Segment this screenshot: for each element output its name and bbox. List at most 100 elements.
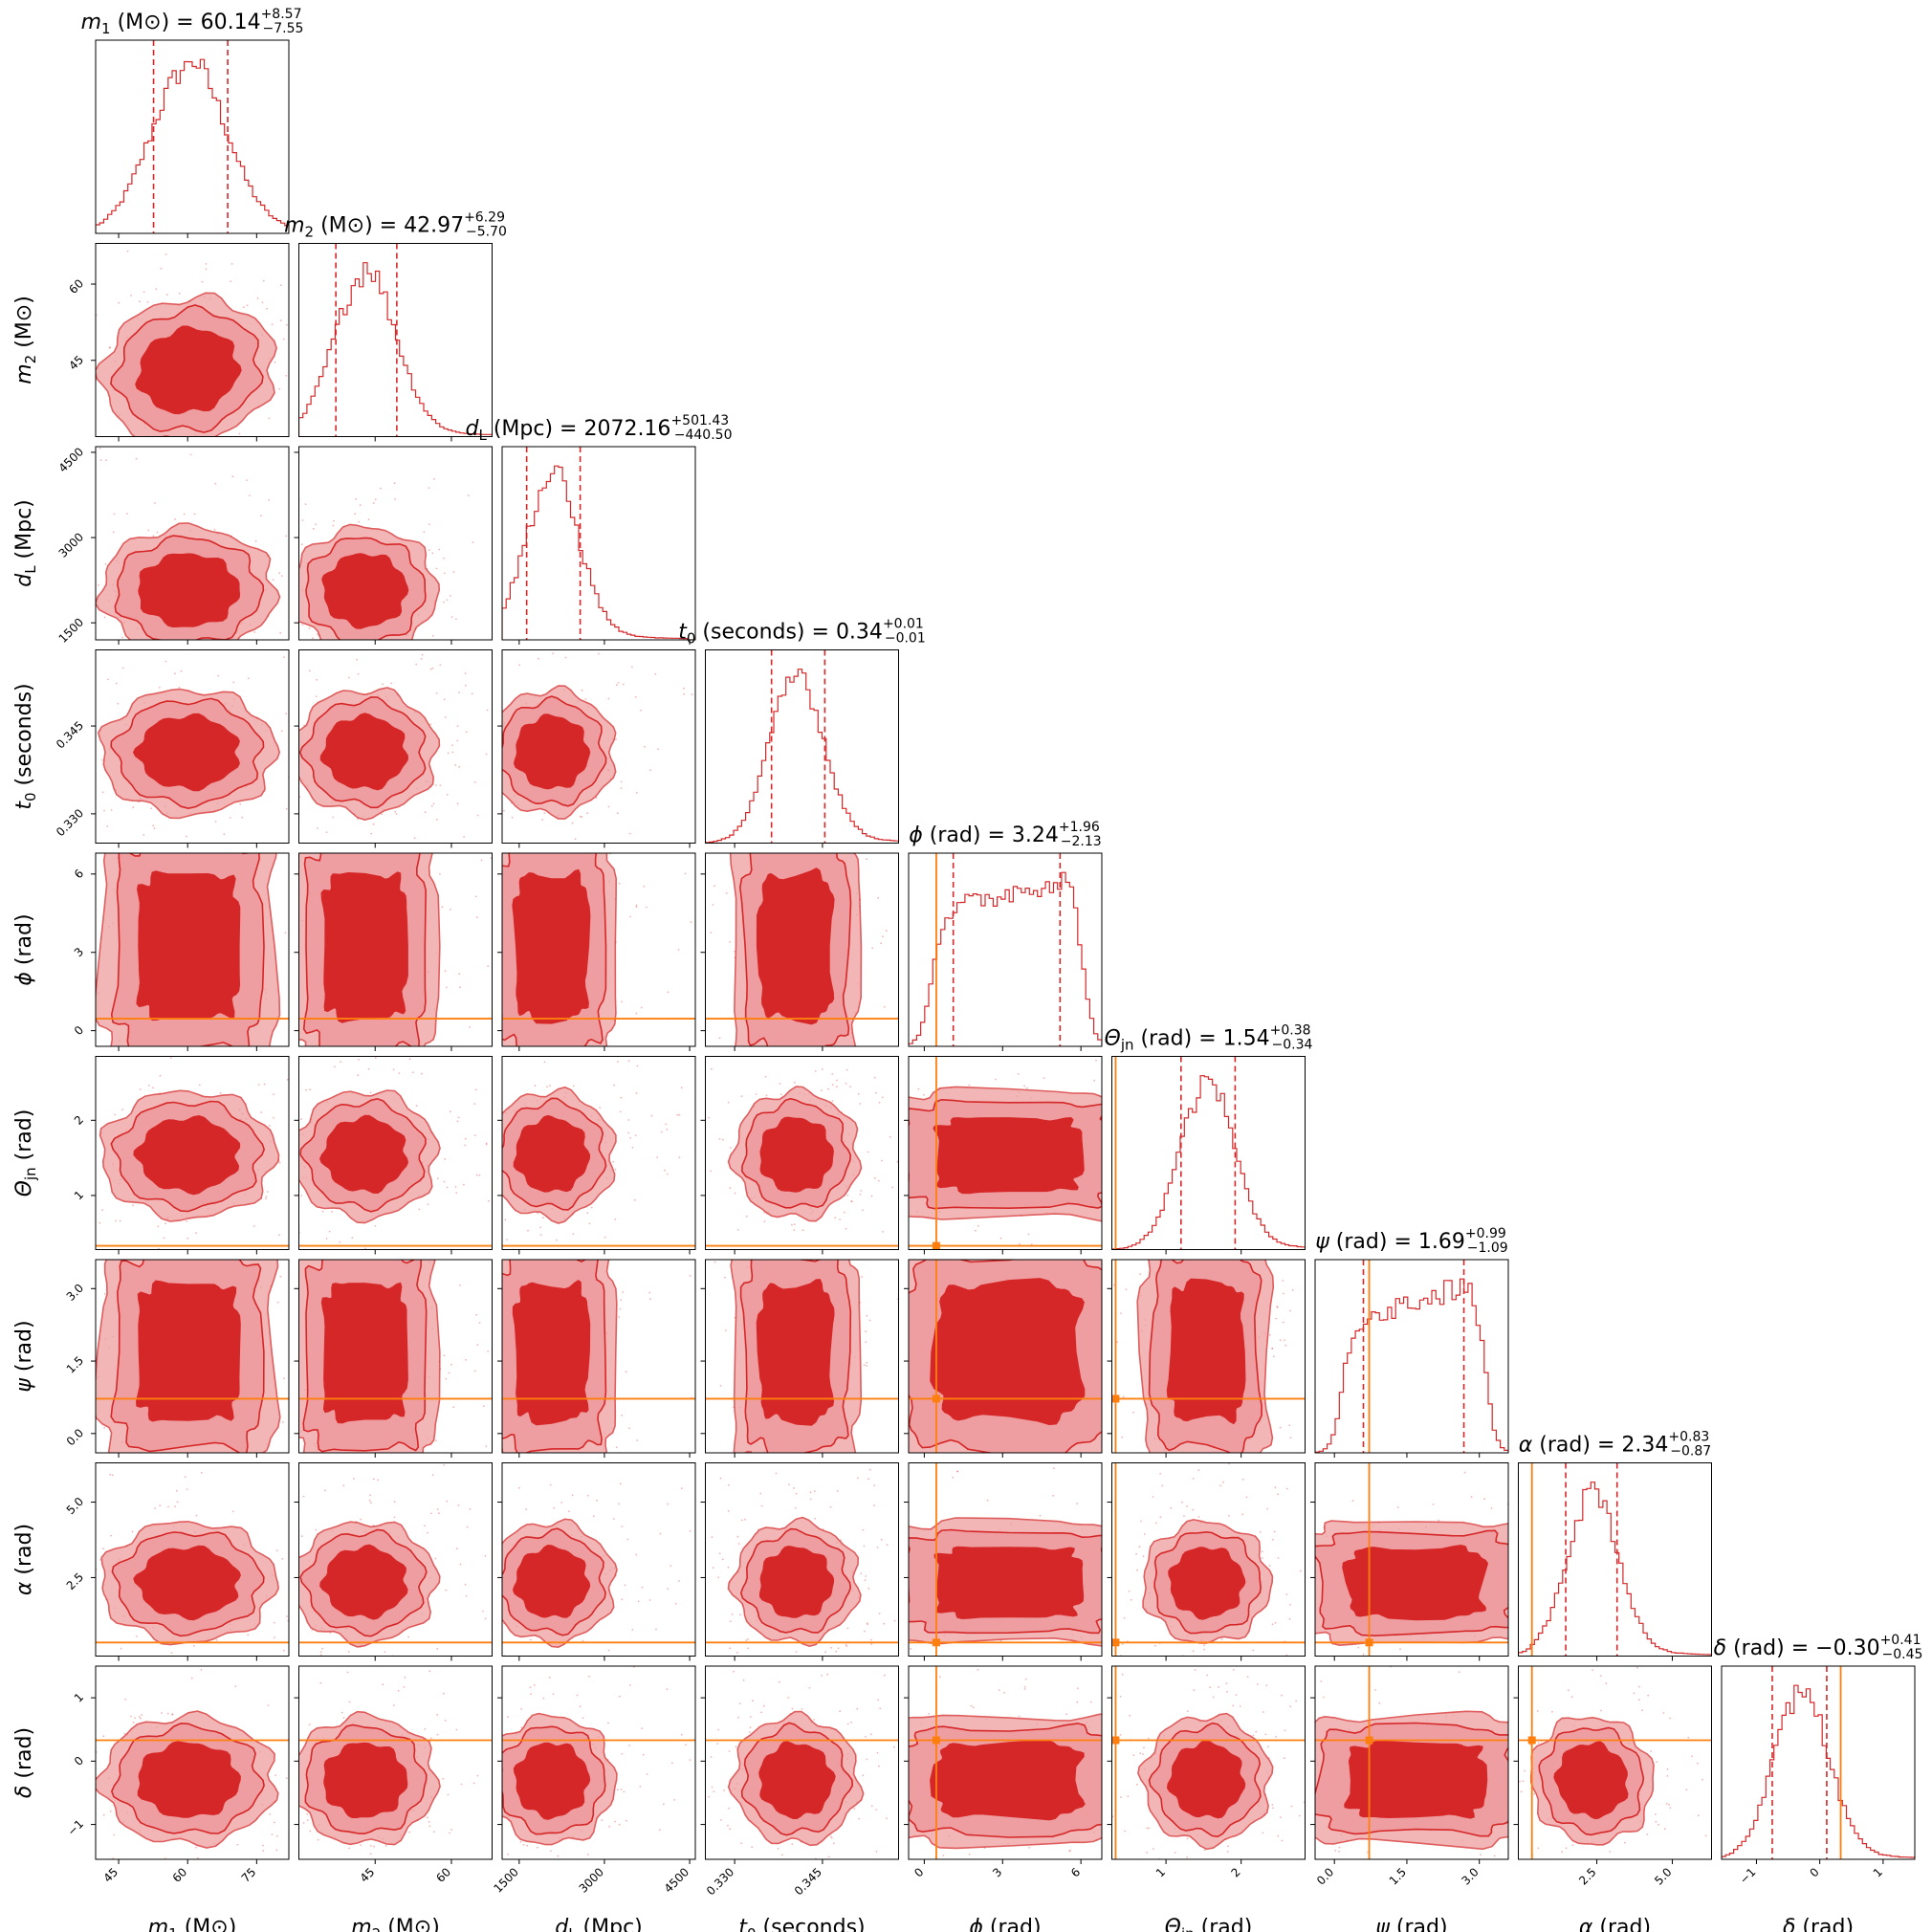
sample-point [907, 1171, 909, 1173]
sample-point [86, 1115, 88, 1117]
sample-point [484, 786, 486, 788]
sample-point [1186, 1686, 1188, 1688]
contour-inner [759, 1116, 834, 1193]
sample-point [21, 1478, 23, 1480]
contour-inner [319, 1114, 409, 1195]
sample-point [537, 1667, 538, 1669]
sample-point [431, 1474, 434, 1477]
sample-point [863, 1364, 866, 1366]
sample-point [38, 668, 40, 670]
sample-point [1205, 1218, 1207, 1220]
sample-point [553, 1506, 556, 1509]
sample-point [627, 1219, 629, 1221]
sample-point [143, 455, 144, 457]
sample-point [1294, 1635, 1296, 1636]
sample-point [559, 660, 560, 662]
sample-point [722, 1102, 724, 1104]
sample-point [1197, 1469, 1200, 1472]
sample-point [621, 1000, 623, 1003]
sample-point [684, 872, 687, 875]
sample-point [294, 569, 296, 571]
sample-point [493, 1378, 494, 1380]
sample-point [117, 198, 119, 200]
sample-point [483, 1483, 485, 1485]
sample-point [1125, 1288, 1128, 1291]
sample-point [329, 1096, 331, 1098]
sample-point [867, 1623, 869, 1626]
sample-point [535, 1051, 537, 1053]
sample-point [99, 1559, 101, 1561]
sample-point [728, 1483, 730, 1486]
sample-point [325, 1238, 328, 1240]
sample-point [470, 1079, 472, 1081]
y-tick-label: 0.0 [64, 1426, 86, 1448]
sample-point [328, 330, 330, 332]
sample-point [281, 1600, 283, 1602]
sample-point [253, 631, 256, 633]
sample-point [473, 1370, 476, 1372]
sample-point [1277, 1557, 1280, 1559]
sample-point [279, 631, 282, 634]
sample-point [427, 836, 428, 838]
sample-point [457, 670, 459, 672]
sample-point [372, 1478, 375, 1481]
sample-point [195, 1232, 198, 1234]
sample-point [1362, 1653, 1365, 1656]
sample-point [212, 849, 214, 851]
sample-point [201, 1648, 203, 1650]
sample-point [902, 1116, 904, 1118]
sample-point [262, 1844, 264, 1847]
sample-point [165, 1495, 166, 1497]
sample-point [1198, 1197, 1200, 1199]
sample-point [276, 845, 278, 846]
sample-point [1289, 1309, 1291, 1312]
sample-point [605, 1475, 607, 1477]
sample-point [840, 1087, 842, 1088]
sample-point [1081, 1475, 1083, 1477]
sample-point [680, 987, 682, 989]
contour-inner [135, 325, 242, 415]
scatter-panel-psi-alpha [1294, 1462, 1509, 1661]
sample-point [723, 1402, 725, 1404]
sample-point [683, 692, 686, 695]
sample-point [198, 1084, 201, 1087]
y-tick-label: 5.0 [64, 1495, 86, 1517]
sample-point [714, 1261, 716, 1263]
sample-point [1136, 1569, 1138, 1571]
sample-point [896, 1222, 898, 1224]
sample-point [1192, 1233, 1194, 1235]
sample-point [1130, 1155, 1131, 1157]
panel-frame [501, 446, 696, 641]
sample-point [336, 809, 338, 811]
sample-point [446, 1186, 449, 1189]
sample-point [995, 1078, 997, 1081]
sample-point [123, 1732, 126, 1735]
sample-point [1252, 1649, 1255, 1652]
panel-frame [95, 446, 290, 641]
histogram-phi [909, 871, 1102, 1046]
sample-point [864, 1630, 866, 1633]
contour-inner [512, 1280, 591, 1426]
sample-point [1053, 1488, 1055, 1490]
sample-point [449, 1604, 450, 1606]
sample-point [58, 1732, 60, 1734]
sample-point [495, 691, 497, 692]
sample-point [167, 1505, 169, 1508]
sample-point [266, 1191, 269, 1193]
sample-point [340, 684, 341, 686]
sample-point [147, 1080, 149, 1082]
sample-point [893, 1356, 895, 1358]
sample-point [1018, 1242, 1021, 1245]
sample-point [500, 1128, 502, 1130]
sample-point [532, 828, 534, 830]
sample-point [121, 636, 123, 639]
sample-point [619, 1307, 622, 1310]
sample-point [964, 1238, 966, 1240]
sample-point [844, 1224, 845, 1226]
sample-point [849, 1189, 851, 1191]
sample-point [764, 1645, 766, 1647]
sample-point [511, 816, 514, 819]
sample-point [900, 1049, 902, 1051]
sample-point [497, 1416, 499, 1417]
sample-point [395, 1072, 397, 1074]
